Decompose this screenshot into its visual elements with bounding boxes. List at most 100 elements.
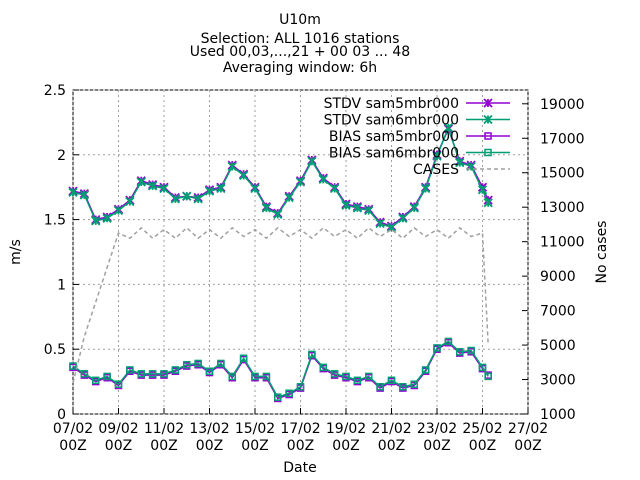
point — [126, 366, 134, 374]
point — [284, 192, 294, 203]
point — [421, 366, 430, 374]
point — [148, 370, 157, 378]
y2-tick-label: 5000 — [540, 338, 576, 354]
point — [433, 344, 441, 352]
point — [262, 372, 271, 381]
point — [92, 376, 100, 385]
point — [239, 354, 248, 363]
point — [375, 218, 385, 229]
point — [467, 346, 475, 355]
point — [125, 196, 135, 207]
point — [456, 348, 464, 356]
point — [342, 372, 350, 381]
x-tick-label: 15/02 00Z — [235, 421, 275, 454]
point — [387, 376, 396, 385]
point — [410, 380, 418, 388]
point — [113, 205, 124, 216]
y2-tick-label: 15000 — [540, 166, 585, 182]
point — [91, 216, 101, 226]
point — [478, 363, 487, 372]
point — [483, 198, 493, 208]
point — [238, 170, 249, 181]
point — [319, 363, 327, 372]
legend-label: STDV sam6mbr000 — [324, 113, 459, 129]
point — [159, 183, 169, 194]
point — [227, 161, 237, 172]
y-tick-label: 2.5 — [44, 83, 66, 99]
point — [330, 370, 339, 378]
point — [308, 350, 316, 359]
y2-tick-label: 7000 — [540, 304, 576, 320]
point — [420, 183, 431, 194]
point — [137, 370, 145, 378]
legend-marker — [483, 114, 493, 125]
y-tick-label: 1 — [57, 277, 66, 293]
point — [477, 185, 488, 195]
series-line — [72, 340, 489, 399]
point — [296, 383, 305, 391]
x-tick-label: 21/02 00Z — [371, 421, 411, 454]
point — [250, 183, 260, 194]
point — [484, 372, 492, 381]
series-line — [72, 226, 489, 384]
point — [170, 194, 181, 204]
x-tick-label: 23/02 00Z — [417, 421, 457, 454]
subtitle: Selection: ALL 1016 stations — [201, 31, 400, 47]
point — [79, 190, 90, 200]
point — [171, 366, 180, 374]
y2-tick-label: 19000 — [540, 97, 585, 113]
x-tick-label: 27/02 00Z — [508, 421, 548, 454]
point — [455, 157, 465, 168]
y2-tick-label: 13000 — [540, 200, 585, 216]
point — [432, 151, 442, 161]
y2-tick-label: 17000 — [540, 131, 585, 147]
x-tick-label: 13/02 00Z — [189, 421, 229, 454]
x-axis-label: Date — [283, 460, 316, 476]
point — [147, 181, 158, 191]
chart-title: U10m — [279, 12, 321, 28]
point — [251, 372, 259, 381]
point — [341, 200, 351, 210]
point — [365, 372, 373, 381]
y-tick-label: 1.5 — [44, 213, 66, 229]
y-tick-label: 0.5 — [44, 342, 66, 358]
legend-label: BIAS sam6mbr000 — [329, 146, 459, 162]
point — [364, 205, 374, 216]
point — [69, 362, 77, 370]
subtitle: Averaging window: 6h — [223, 60, 377, 76]
point — [114, 380, 123, 388]
point — [274, 393, 282, 401]
point — [285, 389, 293, 398]
point — [80, 370, 89, 378]
point — [204, 186, 215, 196]
point — [102, 213, 112, 223]
y-tick-label: 2 — [57, 148, 66, 164]
y-tick-label: 0 — [57, 407, 66, 423]
point — [386, 222, 397, 233]
point — [182, 191, 192, 201]
point — [273, 209, 283, 220]
x-tick-label: 11/02 00Z — [144, 421, 184, 454]
y2-tick-label: 1000 — [540, 407, 576, 423]
legend-label: STDV sam5mbr000 — [324, 96, 459, 112]
point — [444, 337, 453, 346]
x-tick-label: 19/02 00Z — [326, 421, 366, 454]
y2-tick-label: 11000 — [540, 235, 585, 251]
point — [194, 359, 202, 368]
y-axis-label: m/s — [8, 239, 24, 265]
point — [68, 187, 78, 198]
point — [398, 213, 408, 223]
legend-label: CASES — [413, 162, 459, 178]
x-tick-label: 17/02 00Z — [280, 421, 320, 454]
point — [205, 367, 214, 375]
point — [318, 174, 328, 185]
point — [217, 359, 225, 368]
point — [103, 372, 111, 381]
point — [160, 370, 168, 378]
point — [228, 372, 236, 381]
x-tick-label: 25/02 00Z — [462, 421, 502, 454]
x-tick-label: 07/02 00Z — [53, 421, 93, 454]
point — [443, 122, 454, 133]
subtitle: Used 00,03,...,21 + 00 03 ... 48 — [190, 44, 410, 60]
